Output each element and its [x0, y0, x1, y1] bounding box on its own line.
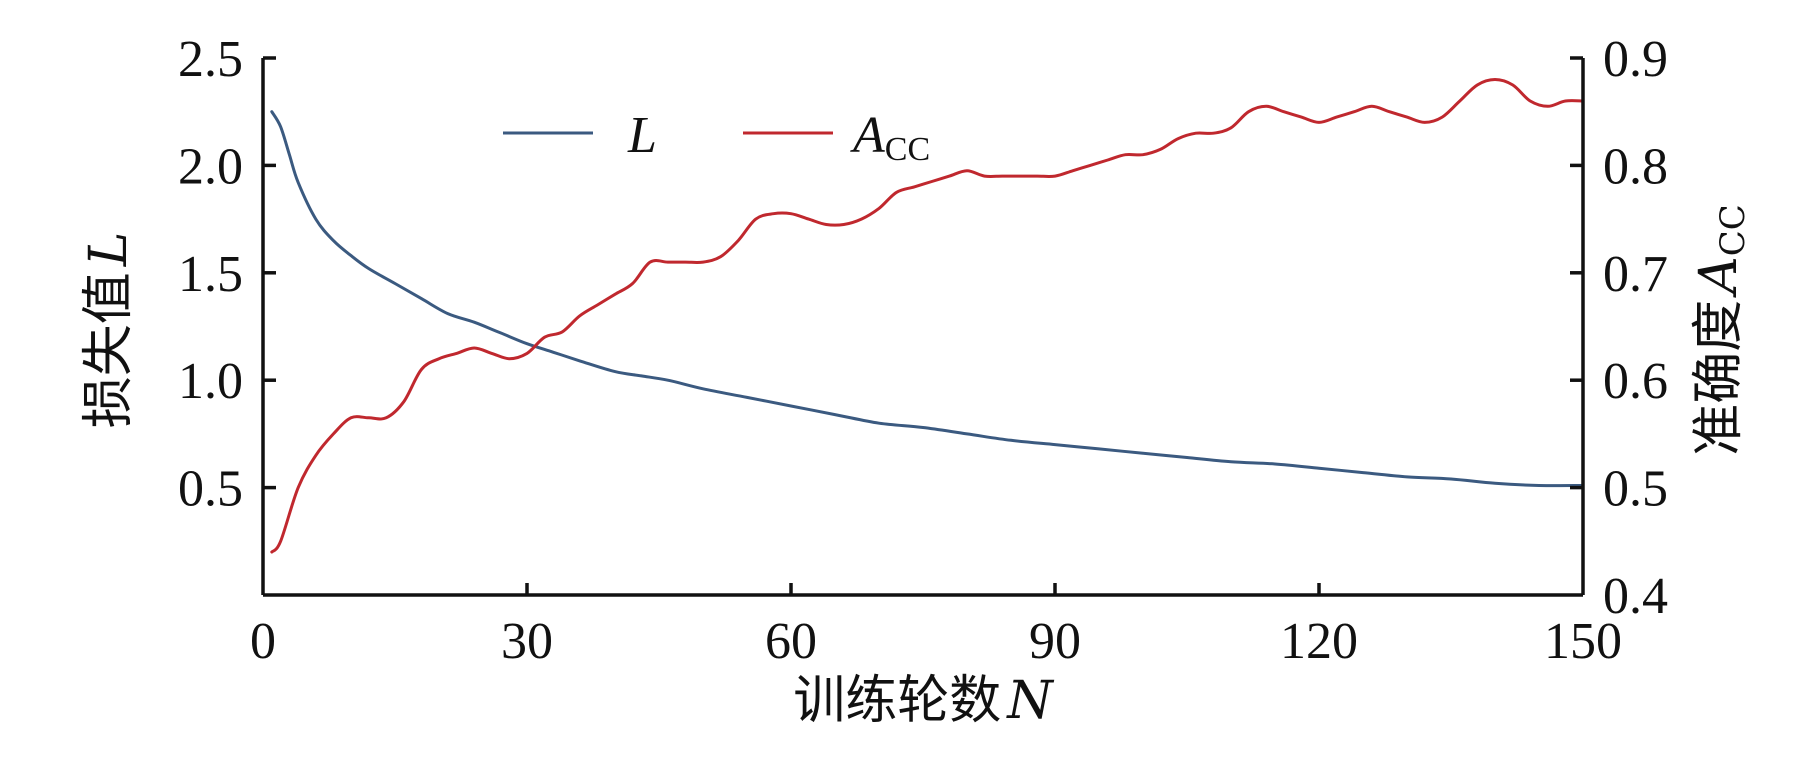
- x-tick-label: 90: [1029, 613, 1081, 670]
- right-y-axis-title: 准确度ACC: [1689, 204, 1753, 456]
- left-y-axis-title-text: 损失值: [79, 272, 139, 428]
- legend-label-accuracy-main: A: [850, 107, 885, 164]
- right-y-tick-label: 0.5: [1603, 461, 1668, 518]
- left-y-tick-label: 1.5: [178, 246, 243, 303]
- right-y-axis-title-text: 准确度: [1689, 300, 1749, 456]
- x-ticks: 0 30 60 90 120 150: [250, 583, 1622, 670]
- x-axis-title-text: 训练轮数: [793, 671, 1001, 731]
- series-line-accuracy: [270, 78, 1585, 554]
- x-axis-title-var: N: [1005, 671, 1054, 731]
- legend-label-accuracy-sub: CC: [885, 131, 930, 168]
- right-y-tick-label: 0.8: [1603, 138, 1668, 195]
- right-y-tick-label: 0.4: [1603, 568, 1668, 625]
- plot-lines: [270, 78, 1585, 554]
- x-tick-label: 0: [250, 613, 276, 670]
- right-y-tick-label: 0.6: [1603, 353, 1668, 410]
- x-tick-label: 30: [501, 613, 553, 670]
- left-y-tick-label: 1.0: [178, 353, 243, 410]
- legend: L ACC: [503, 107, 930, 168]
- x-tick-label: 150: [1544, 613, 1622, 670]
- y-right-ticks: 0.4 0.5 0.6 0.7 0.8 0.9: [1570, 31, 1668, 625]
- right-y-axis-title-var: A: [1689, 256, 1749, 298]
- left-y-tick-label: 2.5: [178, 31, 243, 88]
- x-axis-title: 训练轮数 N: [793, 671, 1054, 731]
- right-y-tick-label: 0.9: [1603, 31, 1668, 88]
- left-y-axis-title: 损失值 L: [79, 232, 139, 429]
- left-y-tick-label: 0.5: [178, 461, 243, 518]
- right-y-axis-title-sub: CC: [1713, 204, 1753, 256]
- y-left-ticks: 0.5 1.0 1.5 2.0 2.5: [178, 31, 276, 518]
- legend-label-accuracy: ACC: [850, 107, 930, 168]
- x-tick-label: 60: [765, 613, 817, 670]
- left-y-axis-title-var: L: [79, 232, 139, 268]
- legend-label-loss: L: [627, 107, 657, 164]
- left-y-tick-label: 2.0: [178, 138, 243, 195]
- right-y-tick-label: 0.7: [1603, 246, 1668, 303]
- x-tick-label: 120: [1280, 613, 1358, 670]
- series-line-loss: [270, 110, 1585, 488]
